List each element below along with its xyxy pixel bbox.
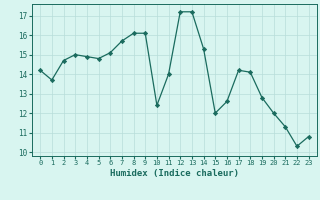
X-axis label: Humidex (Indice chaleur): Humidex (Indice chaleur): [110, 169, 239, 178]
